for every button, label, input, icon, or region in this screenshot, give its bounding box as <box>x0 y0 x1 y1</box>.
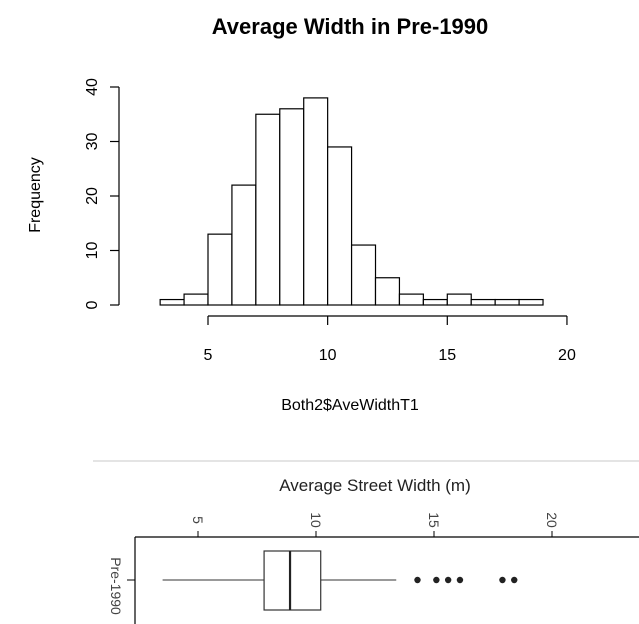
boxplot-category-label: Pre-1990 <box>108 557 124 615</box>
histogram-bar-4 <box>255 113 281 306</box>
histogram-bar-2 <box>207 233 233 306</box>
histogram-y-axis: 0 10 20 30 40 <box>84 78 120 309</box>
histogram-bar-13 <box>470 298 496 306</box>
histogram-bar-9 <box>374 277 401 306</box>
histogram-bar-1 <box>183 293 209 306</box>
histogram-bar-15 <box>518 298 544 306</box>
boxplot-outlier-4 <box>499 576 506 584</box>
histogram-title: Average Width in Pre-1990 <box>212 14 489 39</box>
boxplot-outlier-1 <box>433 576 440 584</box>
boxplot-outlier-5 <box>511 576 518 584</box>
histogram-y-tick-label-4: 40 <box>84 78 101 96</box>
histogram-bar-10 <box>398 293 424 306</box>
histogram-bar-14 <box>494 298 520 306</box>
boxplot-x-tick-label-3: 20 <box>544 512 560 528</box>
histogram-x-label: Both2$AveWidthT1 <box>281 397 419 414</box>
histogram-bar-5 <box>279 108 305 306</box>
histogram-y-tick-label-2: 20 <box>84 187 101 205</box>
histogram-y-label: Frequency <box>27 157 44 233</box>
histogram-x-tick-label-1: 10 <box>319 347 337 364</box>
histogram-bar-12 <box>446 293 472 306</box>
boxplot-outlier-2 <box>444 576 452 584</box>
histogram-y-tick-label-3: 30 <box>84 133 101 151</box>
histogram-bar-11 <box>422 298 448 306</box>
histogram-bar-6 <box>303 97 329 306</box>
boxplot-x-tick-label-1: 10 <box>308 512 324 528</box>
boxplot-outlier-0 <box>414 576 421 584</box>
boxplot-outlier-3 <box>456 576 464 584</box>
histogram-bar-0 <box>159 298 185 306</box>
histogram-x-tick-label-0: 5 <box>204 347 213 364</box>
boxplot-x-tick-label-2: 15 <box>426 512 442 528</box>
histogram-x-tick-label-2: 15 <box>438 347 456 364</box>
boxplot-axis-title: Average Street Width (m) <box>279 476 470 495</box>
histogram-bars <box>159 97 544 306</box>
boxplot-iqr-box <box>263 550 322 611</box>
histogram-bar-3 <box>231 184 257 306</box>
histogram-bar-7 <box>327 146 353 306</box>
boxplot-x-tick-label-0: 5 <box>190 516 206 524</box>
histogram-y-tick-label-0: 0 <box>84 300 101 309</box>
histogram-bar-8 <box>350 244 377 306</box>
histogram-x-tick-label-3: 20 <box>558 347 576 364</box>
histogram-x-axis: 5 10 15 20 <box>204 315 576 364</box>
histogram-y-tick-label-1: 10 <box>84 242 101 260</box>
boxplot-x-axis: 5 10 15 20 <box>190 512 560 537</box>
boxplot-box <box>127 550 397 611</box>
boxplot-outliers <box>414 576 518 584</box>
